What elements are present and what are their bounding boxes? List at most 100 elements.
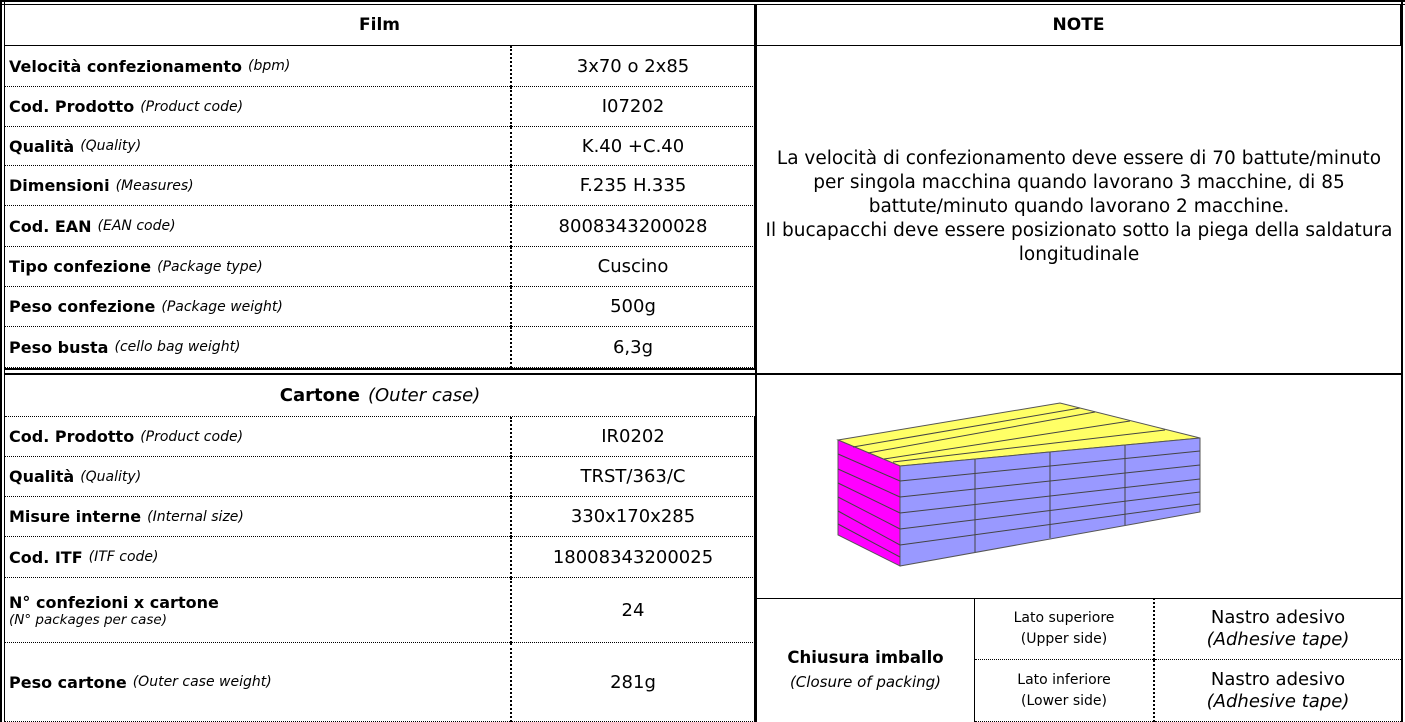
frame [5,368,757,370]
value-cell: 3x70 o 2x85 [512,46,755,87]
value-cell: 330x170x285 [512,497,755,537]
value: 3x70 o 2x85 [576,55,690,77]
value-cell: 24 [512,578,755,643]
label-en: (cello bag weight) [114,339,241,355]
value: 6,3g [612,336,654,358]
label-en: (Product code) [140,98,244,115]
label-en: (ITF code) [88,549,159,565]
label-en: (Measures) [115,177,194,194]
value-cell: 500g [512,287,755,327]
label: Dimensioni [9,176,110,195]
label-en: (Package type) [157,258,263,275]
frame [755,5,757,722]
method: Nastro adesivo [1210,668,1346,690]
label-cell: Tipo confezione (Package type) [5,247,512,287]
film-header: Film [5,5,755,46]
label-en: (bpm) [248,58,291,74]
header-text-en: (Outer case) [367,385,481,406]
value: IR0202 [601,426,665,447]
side: Lato superiore [1013,610,1115,626]
label: N° confezioni x cartone [9,592,219,612]
label-en: (Outer case weight) [132,674,272,690]
value-cell: 8008343200028 [512,206,755,247]
frame [4,0,5,722]
value-cell: TRST/363/C [512,457,755,497]
label-en: (Internal size) [147,508,244,525]
note-paragraph: Il bucapacchi deve essere posizionato so… [765,220,1393,265]
value: F.235 H.335 [579,175,687,196]
value-cell: K.40 +C.40 [512,127,755,166]
label: Peso cartone [9,672,127,692]
label-cell: Velocità confezionamento (bpm) [5,46,512,87]
label: Cod. EAN [9,216,92,236]
closure-label: Chiusura imballo [787,648,944,667]
value-cell: I07202 [512,87,755,127]
label: Cod. Prodotto [9,427,135,446]
label: Qualità [9,467,75,486]
label-cell: Peso cartone (Outer case weight) [5,643,512,722]
value-cell: IR0202 [512,417,755,457]
header-text: Cartone [279,385,360,406]
case-illustration [836,402,1201,567]
label-cell: Qualità (Quality) [5,457,512,497]
label-cell: N° confezioni x cartone (N° packages per … [5,578,512,643]
label: Velocità confezionamento [9,56,243,76]
label-en: (Product code) [140,428,244,445]
value-cell: F.235 H.335 [512,166,755,206]
value-cell: 6,3g [512,327,755,368]
label-cell: Cod. EAN (EAN code) [5,206,512,247]
label-en: (Quality) [80,138,142,154]
value: 330x170x285 [570,506,696,527]
label-cell: Peso busta (cello bag weight) [5,327,512,368]
value-cell: 18008343200025 [512,537,755,578]
note-paragraph: La velocità di confezionamento deve esse… [776,148,1382,217]
frame [0,0,2,722]
header-text: NOTE [1052,15,1105,35]
method-en: (Adhesive tape) [1206,690,1350,712]
label-cell: Cod. Prodotto (Product code) [5,87,512,127]
notes-body: La velocità di confezionamento deve esse… [757,46,1401,368]
value: Cuscino [597,256,669,277]
value: 281g [610,671,656,693]
label-en: (Quality) [80,468,142,485]
value: 500g [610,296,656,317]
side-en: (Lower side) [1021,692,1107,709]
side-cell: Lato inferiore (Lower side) [975,660,1155,722]
label: Qualità [9,136,75,156]
label: Cod. ITF [9,547,83,567]
frame [1401,0,1403,722]
carton-header: Cartone (Outer case) [5,375,755,417]
label-cell: Cod. Prodotto (Product code) [5,417,512,457]
value: 8008343200028 [558,215,708,237]
value: K.40 +C.40 [581,135,685,157]
method-cell: Nastro adesivo (Adhesive tape) [1155,598,1401,660]
label-cell: Peso confezione (Package weight) [5,287,512,327]
value: 18008343200025 [552,546,714,568]
frame [0,0,1405,2]
label: Tipo confezione [9,257,152,276]
method-cell: Nastro adesivo (Adhesive tape) [1155,660,1401,722]
method: Nastro adesivo [1210,607,1346,628]
value-cell: Cuscino [512,247,755,287]
label-cell: Cod. ITF (ITF code) [5,537,512,578]
header-text: Film [359,15,400,35]
value: TRST/363/C [580,466,686,487]
side: Lato inferiore [1017,671,1111,688]
closure-label-cell: Chiusura imballo (Closure of packing) [757,598,975,722]
label-cell: Dimensioni (Measures) [5,166,512,206]
label-cell: Misure interne (Internal size) [5,497,512,537]
side-cell: Lato superiore (Upper side) [975,598,1155,660]
label-en: (Package weight) [161,298,283,315]
frame [0,4,1405,5]
label-cell: Qualità (Quality) [5,127,512,166]
label: Peso confezione [9,297,156,316]
value: 24 [621,599,645,621]
note-header: NOTE [757,5,1401,46]
method-en: (Adhesive tape) [1206,629,1350,650]
label: Cod. Prodotto [9,97,135,116]
value-cell: 281g [512,643,755,722]
label-en: (N° packages per case) [9,611,167,628]
value: I07202 [601,96,665,117]
label: Misure interne [9,507,142,526]
